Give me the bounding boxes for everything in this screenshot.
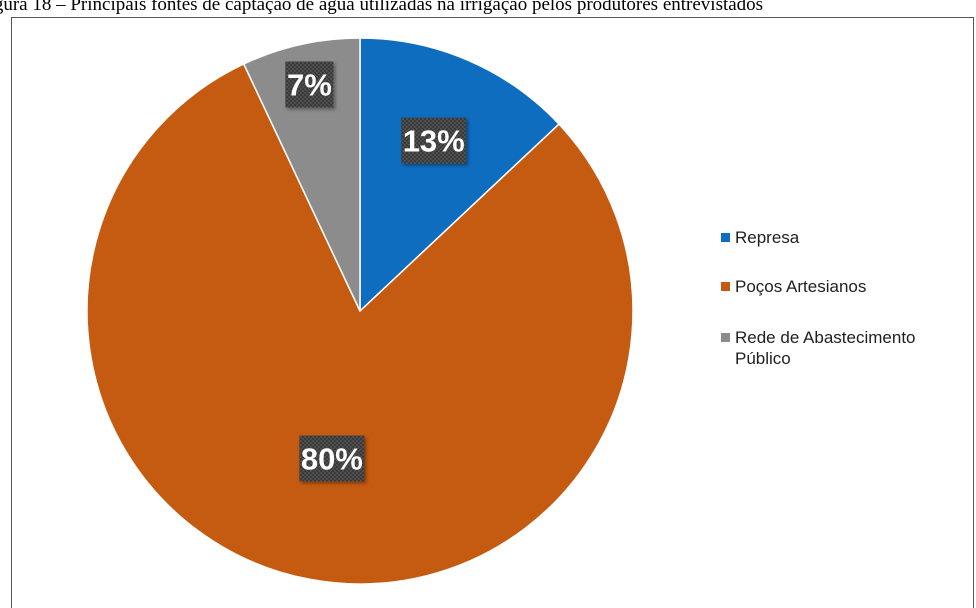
- data-label-pocos-artesianos: 80%: [299, 435, 365, 482]
- legend-item-pocos-artesianos: Poços Artesianos: [721, 276, 971, 297]
- legend-swatch-rede-abastecimento: [721, 333, 730, 342]
- legend-label-rede-abastecimento: Rede de Abastecimento Público: [735, 328, 916, 368]
- legend-item-rede-abastecimento: Rede de Abastecimento Público: [721, 327, 971, 369]
- figure-caption: Figura 18 – Principais fontes de captaçã…: [0, 0, 764, 15]
- chart-legend: Represa Poços Artesianos Rede de Abastec…: [721, 227, 971, 397]
- pie-slice-pocos-artesianos: [86, 62, 634, 585]
- svg-text:13%: 13%: [403, 124, 465, 159]
- legend-swatch-represa: [721, 233, 730, 242]
- legend-item-represa: Represa: [721, 227, 971, 248]
- data-label-rede-de-abastecimento-publico: 7%: [285, 61, 334, 108]
- legend-swatch-pocos-artesianos: [721, 282, 730, 291]
- legend-label-represa: Represa: [735, 228, 800, 247]
- pie-slice-represa: [359, 37, 561, 313]
- chart-frame: [11, 17, 974, 608]
- data-label-represa: 13%: [401, 117, 467, 164]
- legend-label-pocos-artesianos: Poços Artesianos: [735, 277, 867, 296]
- svg-text:7%: 7%: [287, 68, 332, 103]
- svg-text:80%: 80%: [301, 441, 363, 476]
